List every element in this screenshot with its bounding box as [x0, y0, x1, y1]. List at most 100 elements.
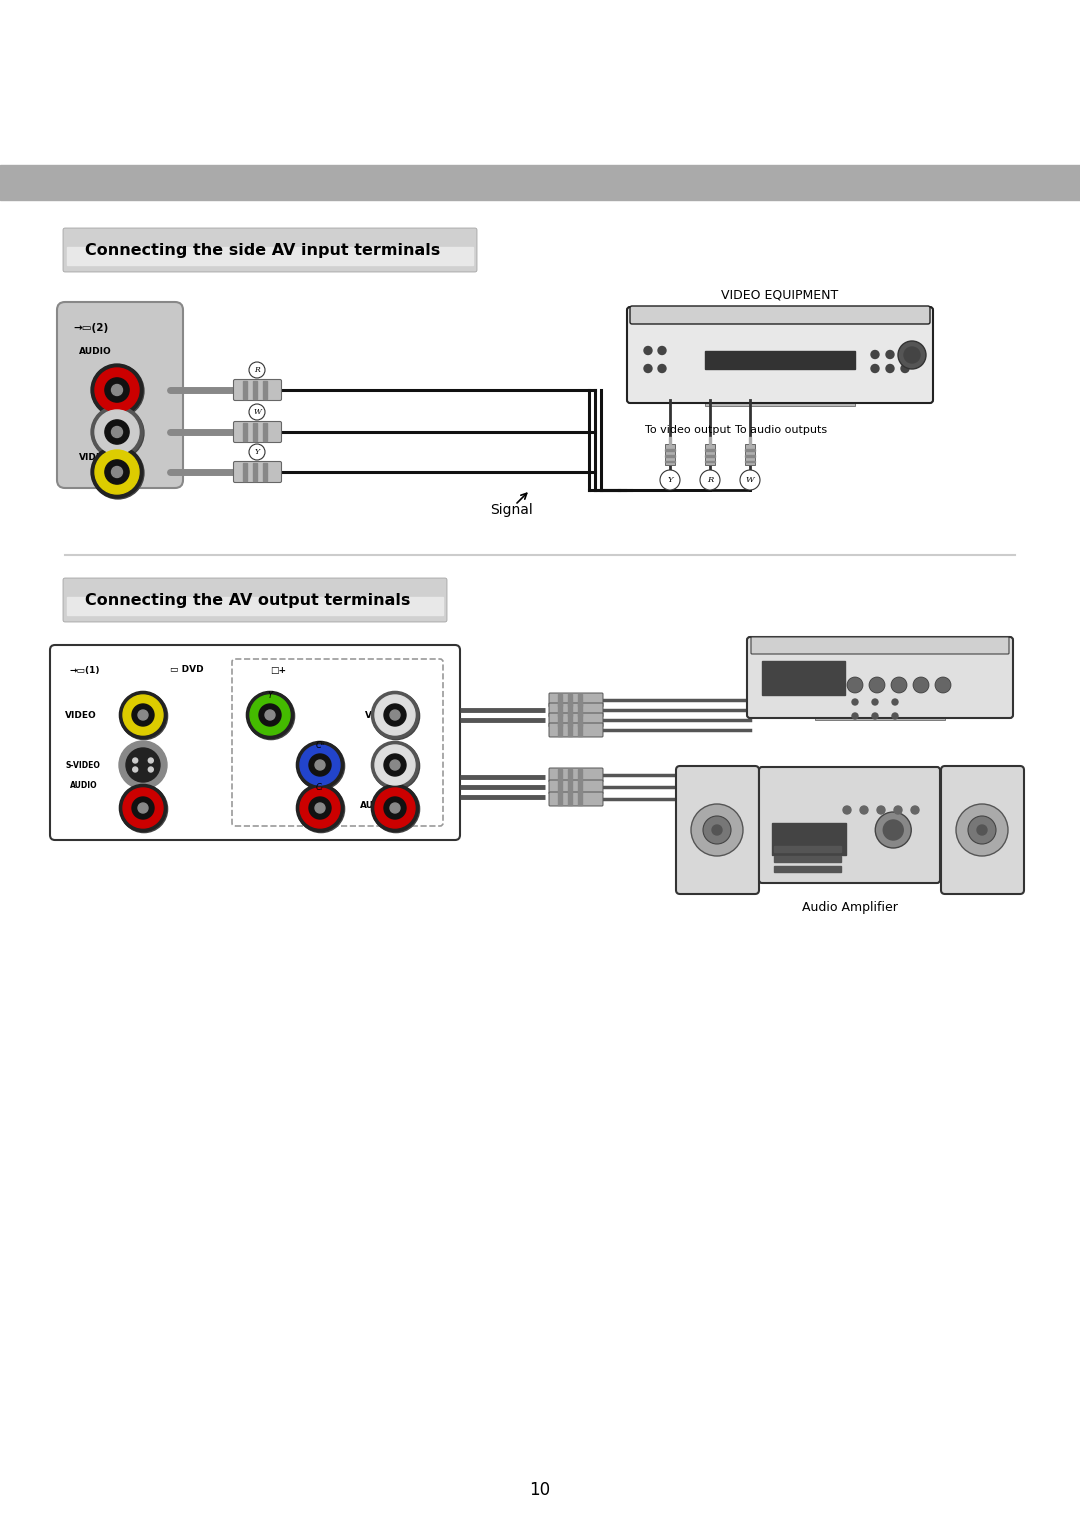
Circle shape [91, 406, 143, 458]
Circle shape [300, 788, 340, 828]
Circle shape [904, 347, 920, 363]
Text: 10: 10 [529, 1481, 551, 1500]
Bar [264, 382, 267, 399]
FancyBboxPatch shape [63, 228, 477, 272]
Bar [815, 713, 945, 721]
Circle shape [375, 695, 415, 734]
Circle shape [309, 797, 330, 818]
Circle shape [105, 377, 130, 402]
Bar [264, 423, 267, 441]
Circle shape [249, 444, 265, 460]
FancyBboxPatch shape [549, 722, 603, 738]
Circle shape [644, 365, 652, 373]
Circle shape [92, 365, 144, 417]
Circle shape [247, 692, 295, 739]
Circle shape [373, 692, 420, 739]
Text: Connecting the side AV input terminals: Connecting the side AV input terminals [85, 243, 441, 258]
Text: VIDEO: VIDEO [65, 710, 97, 719]
FancyBboxPatch shape [63, 579, 447, 621]
Circle shape [886, 365, 894, 373]
Circle shape [869, 676, 885, 693]
Circle shape [133, 767, 138, 773]
Bar [568, 780, 572, 793]
Bar [578, 793, 582, 805]
Text: AUDIO: AUDIO [79, 348, 111, 356]
Bar [578, 770, 582, 780]
Text: ▭ DVD: ▭ DVD [170, 666, 204, 675]
Circle shape [384, 754, 406, 776]
Circle shape [847, 676, 863, 693]
Circle shape [120, 785, 166, 832]
Circle shape [91, 446, 143, 498]
Bar [0, 165, 1080, 200]
Text: Y: Y [667, 476, 673, 484]
Bar [558, 693, 562, 705]
Circle shape [315, 803, 325, 812]
Bar [568, 724, 572, 736]
Circle shape [296, 742, 343, 788]
Bar [745, 461, 755, 463]
FancyBboxPatch shape [759, 767, 940, 883]
Circle shape [883, 820, 903, 840]
Bar [665, 444, 675, 466]
Circle shape [740, 470, 760, 490]
FancyBboxPatch shape [751, 637, 1009, 654]
Circle shape [111, 467, 122, 478]
Text: W: W [253, 408, 261, 415]
Text: To audio outputs: To audio outputs [735, 425, 827, 435]
FancyBboxPatch shape [50, 644, 460, 840]
Circle shape [123, 788, 163, 828]
Circle shape [384, 704, 406, 725]
Circle shape [300, 745, 340, 785]
Bar [264, 463, 267, 481]
Circle shape [691, 805, 743, 857]
Bar [705, 449, 715, 450]
Circle shape [712, 825, 723, 835]
Circle shape [875, 812, 912, 847]
Circle shape [372, 692, 419, 739]
Bar [558, 780, 562, 793]
Bar [705, 461, 715, 463]
Circle shape [901, 365, 909, 373]
Circle shape [246, 692, 294, 739]
Bar [253, 423, 257, 441]
FancyBboxPatch shape [549, 693, 603, 707]
Circle shape [390, 803, 400, 812]
Bar [67, 247, 473, 266]
Circle shape [660, 470, 680, 490]
Circle shape [956, 805, 1008, 857]
Bar [558, 724, 562, 736]
Bar [568, 770, 572, 780]
Bar [669, 437, 671, 444]
Circle shape [658, 365, 666, 373]
Circle shape [891, 676, 907, 693]
Circle shape [249, 695, 291, 734]
Circle shape [148, 767, 153, 773]
FancyBboxPatch shape [747, 637, 1013, 718]
Circle shape [91, 363, 143, 415]
Bar [568, 704, 572, 716]
Bar [578, 780, 582, 793]
Text: AUDIO: AUDIO [70, 780, 97, 789]
Bar [558, 704, 562, 716]
Circle shape [138, 803, 148, 812]
FancyBboxPatch shape [233, 461, 282, 483]
Circle shape [860, 806, 868, 814]
Text: →▭(2): →▭(2) [73, 324, 108, 333]
Bar [774, 846, 840, 852]
FancyBboxPatch shape [549, 793, 603, 806]
Circle shape [111, 426, 122, 438]
Bar [67, 597, 443, 615]
Text: □+: □+ [270, 666, 286, 675]
FancyBboxPatch shape [630, 305, 930, 324]
Text: R: R [254, 366, 260, 374]
Circle shape [852, 699, 858, 705]
Text: Cᵣ: Cᵣ [316, 783, 324, 793]
Bar [774, 857, 840, 863]
FancyBboxPatch shape [941, 767, 1024, 893]
Circle shape [259, 704, 281, 725]
Bar [762, 661, 846, 695]
Circle shape [892, 713, 897, 719]
Bar [665, 461, 675, 463]
Circle shape [870, 351, 879, 359]
